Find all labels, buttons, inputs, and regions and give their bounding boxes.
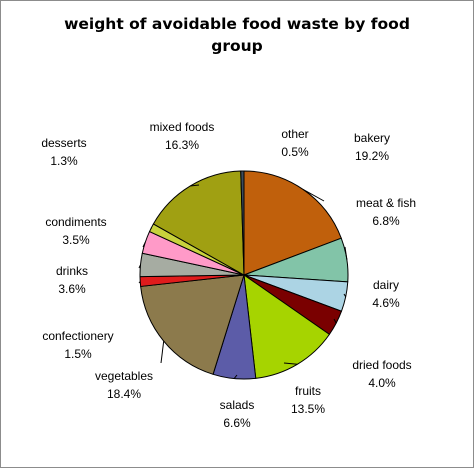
slice-name-salads: salads bbox=[220, 398, 255, 412]
slice-value-salads: 6.6% bbox=[223, 416, 251, 430]
slice-value-drinks: 3.6% bbox=[58, 282, 86, 296]
leader-line-mixed-foods bbox=[190, 184, 200, 187]
pie-slices bbox=[139, 170, 349, 380]
leader-line-drinks bbox=[138, 264, 141, 269]
leader-line-condiments bbox=[142, 241, 146, 248]
slice-name-fruits: fruits bbox=[295, 384, 321, 398]
slice-name-dairy: dairy bbox=[373, 278, 399, 292]
leader-line-bakery bbox=[302, 188, 325, 202]
slice-value-other: 0.5% bbox=[281, 145, 309, 159]
leader-line-dried-foods bbox=[333, 318, 337, 324]
chart-title: weight of avoidable food waste by food g… bbox=[1, 13, 473, 57]
slice-name-drinks: drinks bbox=[56, 264, 88, 278]
slice-value-meat-fish: 6.8% bbox=[372, 214, 400, 228]
slice-value-dried-foods: 4.0% bbox=[368, 376, 396, 390]
slice-value-bakery: 19.2% bbox=[355, 149, 389, 163]
slice-value-vegetables: 18.4% bbox=[107, 387, 141, 401]
slice-name-other: other bbox=[281, 127, 308, 141]
leader-line-salads bbox=[233, 374, 238, 379]
slice-name-desserts: desserts bbox=[41, 136, 86, 150]
pie-slice-vegetables bbox=[140, 274, 245, 375]
slice-name-meat-fish: meat & fish bbox=[356, 196, 416, 210]
pie-labels: bakery 19.2% meat & fish 6.8% dairy 4.6% dried… bbox=[41, 120, 416, 430]
chart-title-line-1: weight of avoidable food waste by food bbox=[64, 15, 410, 33]
slice-name-confectionery: confectionery bbox=[42, 329, 113, 343]
slice-name-vegetables: vegetables bbox=[95, 369, 153, 383]
leader-line-fruits bbox=[283, 362, 298, 365]
leader-line-dairy bbox=[343, 293, 347, 298]
leader-line-meat-fish bbox=[344, 246, 348, 260]
slice-value-mixed-foods: 16.3% bbox=[165, 138, 199, 152]
slice-name-bakery: bakery bbox=[354, 131, 390, 145]
slice-name-condiments: condiments bbox=[45, 215, 106, 229]
slice-value-desserts: 1.3% bbox=[50, 154, 78, 168]
slice-name-dried-foods: dried foods bbox=[352, 358, 411, 372]
leader-line-confectionery bbox=[138, 281, 141, 284]
leader-line-vegetables bbox=[160, 341, 165, 364]
slice-name-mixed-foods: mixed foods bbox=[150, 120, 215, 134]
slice-value-condiments: 3.5% bbox=[62, 233, 90, 247]
slice-value-dairy: 4.6% bbox=[372, 296, 400, 310]
slice-value-confectionery: 1.5% bbox=[64, 347, 92, 361]
slice-value-fruits: 13.5% bbox=[291, 402, 325, 416]
chart-title-line-2: group bbox=[211, 37, 263, 55]
